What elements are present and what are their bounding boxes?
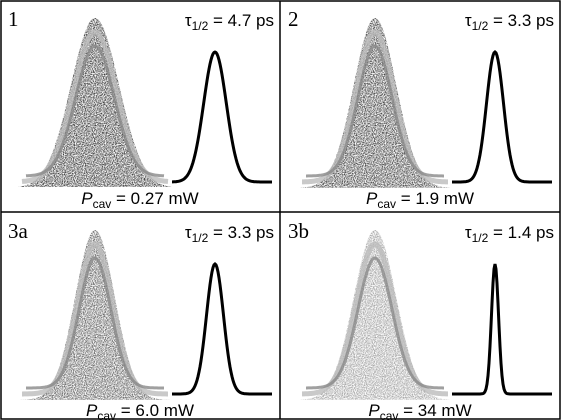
density-band [25,44,165,178]
power-label: Pcav = 1.9 mW [366,189,474,211]
panel-label: 3a [8,219,29,243]
power-symbol: P [366,189,378,208]
tau-label: τ1/2 = 1.4 ps [465,223,554,245]
power-text: = 6.0 mW [116,401,194,420]
tau-label: τ1/2 = 3.3 ps [465,11,554,33]
tau-symbol: τ [185,223,192,242]
panel-label: 2 [288,7,299,31]
tau-subscript: 1/2 [472,19,489,33]
panel: 2 τ1/2 = 3.3 ps Pcav = 1.9 mW [288,7,554,211]
density-band [302,29,448,185]
tau-label: τ1/2 = 3.3 ps [185,223,274,245]
panel: 1 τ1/2 = 4.7 ps Pcav = 0.27 mW [8,7,274,211]
tau-symbol: τ [465,11,472,30]
power-text: = 1.9 mW [396,189,474,208]
power-subscript: cav [380,409,399,420]
panel: 3b τ1/2 = 1.4 ps Pcav = 34 mW [288,219,554,420]
tau-label: τ1/2 = 4.7 ps [185,11,274,33]
density-band [26,256,164,390]
density-band [302,241,448,397]
pulse-curve [452,49,552,184]
density-image [298,18,452,188]
tau-text: = 3.3 ps [488,11,554,30]
power-label: Pcav = 34 mW [368,401,471,420]
density-image [18,230,172,400]
power-text: = 0.27 mW [111,189,198,208]
tau-subscript: 1/2 [472,231,489,245]
density-band [22,241,168,397]
density-image [18,18,172,187]
power-subscript: cav [93,197,112,211]
power-subscript: cav [97,409,116,420]
pulse-curve [172,50,272,184]
panel-label: 3b [288,219,309,243]
power-symbol: P [368,401,380,420]
pulse-curve [452,263,552,396]
density-band [306,256,444,390]
tau-text: = 4.7 ps [208,11,274,30]
density-image [298,230,452,400]
density-band [306,44,444,178]
tau-subscript: 1/2 [192,231,209,245]
tau-text: = 3.3 ps [208,223,274,242]
power-label: Pcav = 6.0 mW [86,401,194,420]
power-label: Pcav = 0.27 mW [81,189,198,211]
panel-label: 1 [8,7,19,31]
tau-symbol: τ [465,223,472,242]
pulse-curve [172,261,272,396]
power-text: = 34 mW [398,401,471,420]
tau-symbol: τ [185,11,192,30]
power-symbol: P [86,401,98,420]
power-subscript: cav [377,197,396,211]
power-symbol: P [81,189,93,208]
panel: 3a τ1/2 = 3.3 ps Pcav = 6.0 mW [8,219,274,420]
tau-subscript: 1/2 [192,19,209,33]
tau-text: = 1.4 ps [488,223,554,242]
